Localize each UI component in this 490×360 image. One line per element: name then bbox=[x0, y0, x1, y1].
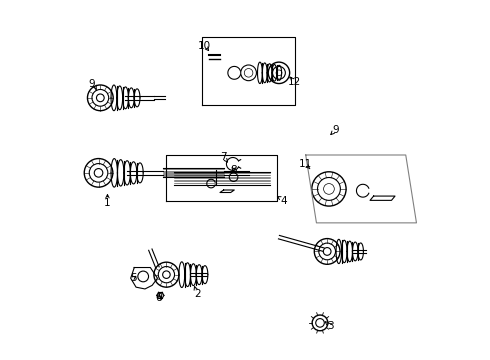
Text: 3: 3 bbox=[327, 321, 334, 331]
Text: 11: 11 bbox=[299, 159, 312, 169]
Text: 10: 10 bbox=[197, 41, 211, 51]
Text: 9: 9 bbox=[333, 125, 340, 135]
Text: 7: 7 bbox=[220, 152, 227, 162]
Text: 2: 2 bbox=[195, 289, 201, 299]
Text: 1: 1 bbox=[104, 198, 111, 208]
Text: 4: 4 bbox=[280, 197, 287, 206]
Text: 12: 12 bbox=[288, 77, 301, 87]
Text: 5: 5 bbox=[130, 273, 137, 283]
Text: 9: 9 bbox=[89, 78, 96, 89]
Text: 6: 6 bbox=[155, 293, 162, 303]
Text: 8: 8 bbox=[230, 165, 237, 175]
